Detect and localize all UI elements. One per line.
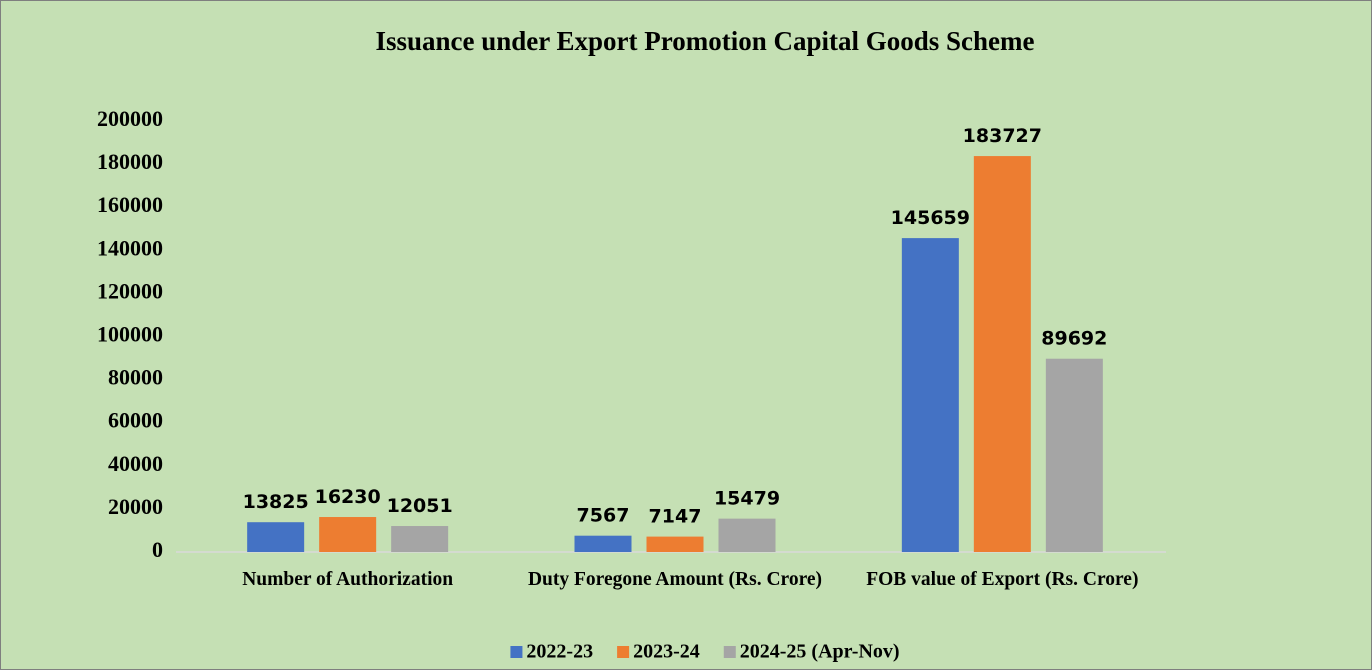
- legend-swatch: [723, 646, 736, 658]
- data-label: 7567: [577, 505, 630, 527]
- legend-swatch: [510, 646, 523, 658]
- y-tick-label: 120000: [97, 278, 163, 303]
- data-label: 7147: [649, 506, 702, 528]
- y-tick-label: 100000: [97, 322, 163, 347]
- bar: [973, 156, 1031, 553]
- data-label: 13825: [243, 491, 309, 513]
- y-tick-label: 40000: [108, 451, 163, 476]
- bar: [1045, 358, 1103, 552]
- y-tick-label: 180000: [97, 149, 163, 174]
- data-label: 12051: [387, 495, 453, 517]
- bar: [646, 536, 704, 552]
- bar: [391, 526, 449, 552]
- legend-label: 2023-24: [633, 641, 700, 663]
- bar: [319, 517, 377, 552]
- data-label: 16230: [315, 486, 381, 508]
- y-tick-label: 20000: [108, 494, 163, 519]
- legend-label: 2022-23: [526, 641, 593, 663]
- bar: [718, 518, 776, 552]
- bar: [247, 522, 305, 552]
- x-tick-label: FOB value of Export (Rs. Crore): [866, 569, 1139, 590]
- data-label: 145659: [891, 207, 970, 229]
- y-tick-label: 160000: [97, 192, 163, 217]
- y-tick-label: 60000: [108, 408, 163, 433]
- chart-title: Issuance under Export Promotion Capital …: [375, 26, 1034, 56]
- y-tick-label: 80000: [108, 365, 163, 390]
- data-label: 15479: [714, 488, 780, 510]
- bar: [574, 535, 632, 552]
- y-tick-label: 140000: [97, 235, 163, 260]
- legend-swatch: [617, 646, 630, 658]
- data-label: 183727: [963, 125, 1042, 147]
- y-tick-label: 200000: [97, 106, 163, 131]
- y-tick-label: 0: [152, 537, 163, 562]
- x-tick-label: Duty Foregone Amount (Rs. Crore): [527, 569, 823, 590]
- legend-label: 2024-25 (Apr-Nov): [740, 641, 900, 663]
- data-label: 89692: [1041, 328, 1107, 350]
- bar: [901, 238, 959, 552]
- x-tick-label: Number of Authorization: [242, 569, 454, 590]
